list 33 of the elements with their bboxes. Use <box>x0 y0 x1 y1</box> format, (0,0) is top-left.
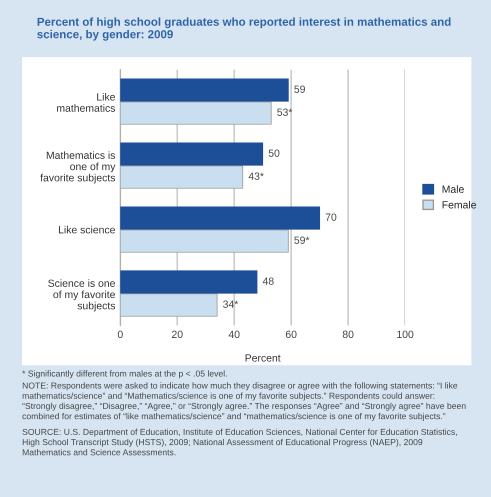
x-tick-label: 80 <box>342 330 354 338</box>
bar <box>120 206 320 230</box>
bar <box>120 78 289 102</box>
data-label: 48 <box>262 277 274 285</box>
y-tick-label: Like science <box>58 226 115 234</box>
bar <box>120 270 258 294</box>
data-label: 59* <box>294 236 310 244</box>
data-label: 50 <box>268 149 280 157</box>
chart-title: Percent of high school graduates who reported interest in mathematics and science, by gender: 2009 <box>37 17 451 41</box>
bar <box>120 293 218 317</box>
legend-label: Female <box>442 200 476 208</box>
text: * Significantly different from males at the p < .05 level. <box>22 370 227 378</box>
x-tick-label: 60 <box>286 330 297 338</box>
y-tick-label: Like mathematics <box>57 92 116 112</box>
x-tick-label: 100 <box>397 330 414 338</box>
bar <box>120 229 289 253</box>
data-label: 53* <box>277 108 292 116</box>
data-label: 70 <box>326 213 336 221</box>
bar <box>120 102 272 125</box>
bar <box>120 142 264 166</box>
y-tick-label: Mathematics is one of my favorite subjects <box>40 151 116 184</box>
x-tick-label: 0 <box>118 330 123 338</box>
data-label: 43* <box>248 172 264 180</box>
x-axis-title: Percent <box>246 354 281 362</box>
data-label: 34* <box>223 300 238 308</box>
y-tick-label: Science is one of my favorite subjects <box>48 279 116 312</box>
source-note: SOURCE: U.S. Department of Education, Institute of Education Sciences, National Center for Education Statistics, High School Transcript Study (HSTS), 2009; National Assessment of Educational Progress (NAEP), 2009 Mathematics and Science Assessments. <box>22 428 457 456</box>
bar <box>120 165 244 189</box>
data-label: 59 <box>294 85 305 93</box>
text: NOTE: Respondents were asked to indicate how much they disagree or agree with the following statements: “I like mathematics/science” and “Mathematics/science is one of my favorite subjects.” Respondents could answer: “Strongly disagree,” “Disagree,” “Agree,” or “Strongly agree.” The responses “Agree” and “Strongly agree” have been combined for estimates of “like mathematics/science” and “mathematics/science is one of my favorite subjects.” <box>22 382 466 421</box>
x-tick-label: 20 <box>172 330 183 338</box>
x-tick-label: 40 <box>228 330 240 338</box>
legend-label: Male <box>442 185 464 193</box>
